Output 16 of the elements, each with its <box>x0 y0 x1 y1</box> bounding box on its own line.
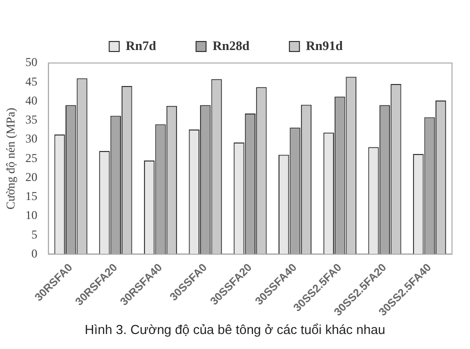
y-tick-label: 10 <box>25 208 38 222</box>
y-tick-label: 15 <box>25 189 38 204</box>
y-tick-label: 30 <box>25 132 38 146</box>
y-tick-label: 0 <box>31 246 38 260</box>
legend-label: Rn7d <box>126 38 157 53</box>
y-tick-label: 35 <box>25 112 38 127</box>
y-axis-title: Cường độ nén (MPa) <box>3 108 18 210</box>
y-tick-label: 20 <box>25 170 38 184</box>
y-tick-label: 50 <box>25 55 38 70</box>
y-tick-label: 25 <box>25 150 38 165</box>
legend-label: Rn91d <box>306 38 344 53</box>
y-tick-label: 45 <box>25 74 38 88</box>
y-tick-label: 5 <box>31 227 38 242</box>
text: Hình 3. Cường độ của bê tông ở các tuổi khác nhau <box>84 322 386 337</box>
legend-label: Rn28d <box>212 38 250 53</box>
y-tick-label: 40 <box>25 93 38 108</box>
